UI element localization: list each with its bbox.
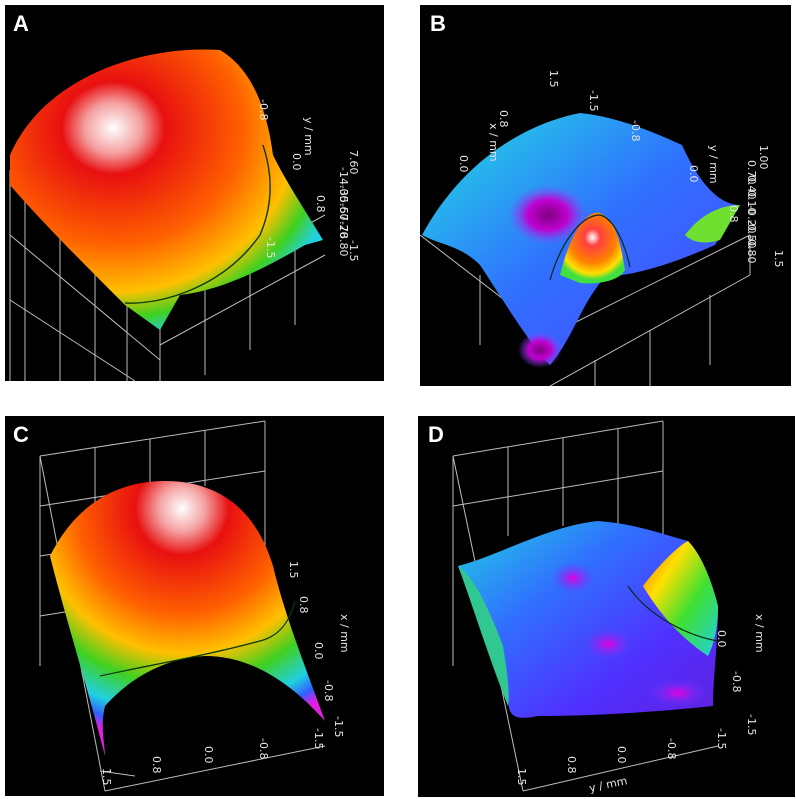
panel-a-legend-value: -57.20 [337, 203, 350, 238]
panel-a-contour-line [124, 144, 271, 304]
panel-c-surface-plot: x / mm 1.5 0.8 0.0 -0.8 -1.5 1.5 0.8 0.0… [5, 416, 384, 796]
panel-d-graphic: x / mm y / mm 0.0 -0.8 -1.5 1.5 0.8 0.0 … [452, 420, 766, 795]
panel-d-tick-bottom: -0.8 [665, 738, 678, 759]
panel-b-tick-y: 0.8 [727, 205, 740, 223]
panel-d-pit [583, 628, 633, 660]
panel-d-grid-box [452, 420, 719, 792]
panel-d-tick-bottom: 1.5 [515, 768, 528, 786]
panel-a-legend-value: -35.60 [337, 185, 350, 220]
panel-d-axis-label-y: y / mm [588, 774, 628, 795]
panel-c-tick-right: -1.5 [332, 716, 345, 737]
panel-b-legend-value: 0.10 [745, 190, 758, 215]
panel-b-tick-x: 0.8 [497, 110, 510, 128]
panel-b-tick-x: -1.5 [587, 90, 600, 111]
panel-a-legend-value: -14.00 [337, 167, 350, 202]
panel-a-legend-value: 7.60 [347, 150, 360, 175]
panel-b-axis-label-x: x / mm [487, 123, 500, 162]
panel-c-tick-bottom: 0.0 [202, 746, 215, 764]
panel-c-tick-bottom: 1.5 [100, 768, 113, 786]
panel-b-peak [560, 212, 625, 284]
panel-b-tick-y: 0.0 [687, 165, 700, 183]
panel-b-tick-x: -0.8 [629, 120, 642, 141]
panel-b-pit [518, 332, 562, 368]
panel-a-letter: A [13, 11, 29, 36]
panel-b-green-ridge [685, 205, 740, 243]
panel-c-graphic: x / mm 1.5 0.8 0.0 -0.8 -1.5 1.5 0.8 0.0… [39, 420, 351, 792]
panel-c-tick-bottom: 0.8 [150, 756, 163, 774]
panel-d-green-edge [458, 566, 509, 706]
panel-c-tick-right: 1.5 [287, 561, 300, 579]
panel-b-legend-value: -0.20 [745, 205, 758, 233]
panel-a-legend-value: -78.80 [337, 221, 350, 256]
panel-c-tick-right: 0.8 [297, 596, 310, 614]
panel-d-ridge [643, 541, 718, 656]
panel-a-tick: 0.0 [290, 153, 303, 171]
panel-c-letter: C [13, 422, 29, 447]
panel-b-surface-plot: x / mm y / mm 1.5 0.8 0.0 -0.8 -1.5 0.0 … [420, 5, 791, 386]
panel-b-legend-value: 0.70 [745, 160, 758, 185]
panel-c-tick-bottom: -0.8 [257, 738, 270, 759]
panel-c-contour-line [99, 600, 296, 677]
panel-b-letter: B [430, 11, 446, 36]
panel-c-tick-right: -0.8 [322, 680, 335, 701]
panel-c-dome-surface [50, 481, 325, 756]
panel-a-tick: -1.5 [347, 240, 360, 261]
panel-a-surface-plot: y / mm -1.5 0.8 0.0 -0.8 -1.5 7.60 -14.0… [5, 5, 384, 381]
panel-b-legend-value: 0.40 [745, 175, 758, 200]
panel-a-tick: -1.5 [264, 237, 277, 258]
panel-b-axis-label-y: y / mm [707, 145, 720, 184]
panel-d-surface-plot: x / mm y / mm 0.0 -0.8 -1.5 1.5 0.8 0.0 … [418, 416, 795, 797]
panel-a-dome-surface [10, 49, 323, 330]
panel-c-tick-bottom: -1.5 [312, 728, 325, 749]
panel-d-letter: D [428, 422, 444, 447]
panel-a-tick: 0.8 [314, 195, 327, 213]
panel-c-axis-label: x / mm [338, 614, 351, 653]
panel-b-pit [508, 185, 588, 245]
panel-a-axis-label: y / mm [302, 117, 315, 156]
panel-d-tick-right: -0.8 [730, 671, 743, 692]
panel-d-tick-bottom: 0.0 [615, 746, 628, 764]
panel-b-legend-value: -0.50 [745, 220, 758, 248]
panel-a-tick: -0.8 [257, 99, 270, 120]
panel-b-tick-x: 0.0 [457, 155, 470, 173]
panel-d-tick-bottom: -1.5 [715, 728, 728, 749]
panel-c-tick-right: 0.0 [312, 642, 325, 660]
panel-d-contour-line [627, 585, 719, 642]
panel-d-pit [551, 562, 595, 594]
panel-d-axis-label-x: x / mm [753, 614, 766, 653]
panel-d-tick-right: 0.0 [715, 630, 728, 648]
panel-d-tick-right: -1.5 [745, 714, 758, 735]
panel-b-legend-value: -0.80 [745, 235, 758, 263]
panel-d-wavy-surface [458, 521, 718, 718]
panel-b-contour-line [549, 214, 631, 281]
panel-b-tick-x: 1.5 [547, 70, 560, 88]
panel-b-tick-y: 1.5 [772, 250, 785, 268]
panel-d-tick-bottom: 0.8 [565, 756, 578, 774]
panel-b-legend-value: 1.00 [757, 145, 770, 170]
panel-a-graphic: y / mm -1.5 0.8 0.0 -0.8 -1.5 7.60 -14.0… [9, 49, 360, 381]
panel-d-pit [648, 679, 708, 707]
panel-b-graphic: x / mm y / mm 1.5 0.8 0.0 -0.8 -1.5 0.0 … [420, 70, 785, 386]
